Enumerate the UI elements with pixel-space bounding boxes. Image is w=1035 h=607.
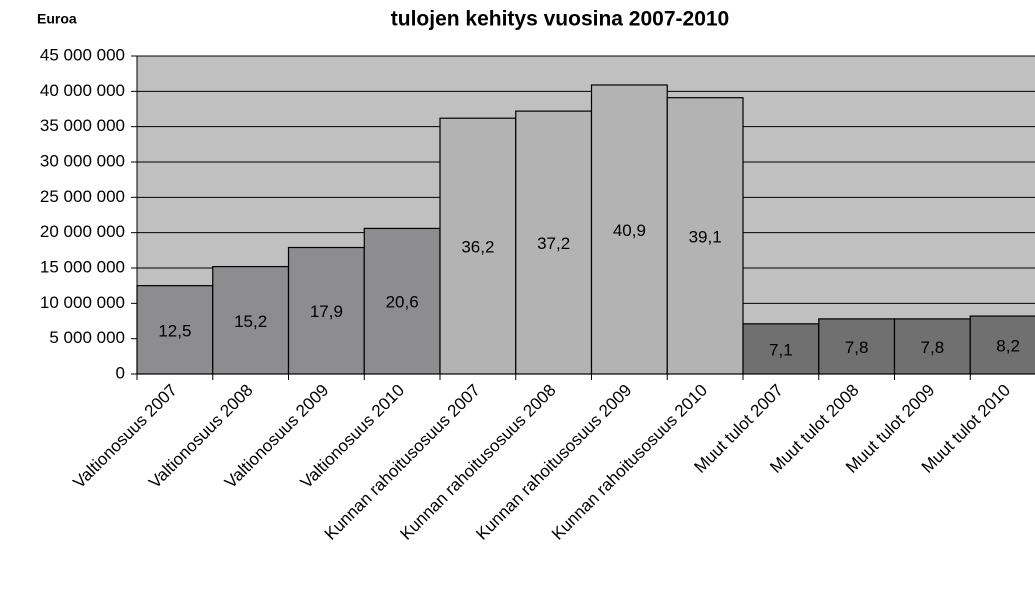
bar bbox=[590, 84, 668, 375]
data-label: 40,9 bbox=[613, 221, 646, 240]
data-label: 20,6 bbox=[386, 293, 419, 312]
bar bbox=[742, 323, 820, 375]
bar bbox=[212, 265, 290, 375]
data-label: 7,8 bbox=[845, 338, 869, 357]
bar bbox=[893, 318, 971, 375]
data-label: 8,2 bbox=[996, 337, 1020, 356]
bar bbox=[287, 246, 365, 375]
y-tick-label: 35 000 000 bbox=[40, 116, 125, 135]
x-tick-label: Kunnan rahoitusosuus 2010 bbox=[548, 381, 711, 544]
y-tick-label: 20 000 000 bbox=[40, 222, 125, 241]
data-label: 37,2 bbox=[537, 234, 570, 253]
x-tick-label: Kunnan rahoitusosuus 2007 bbox=[321, 381, 484, 544]
y-axis-label: Euroa bbox=[37, 11, 77, 27]
bar bbox=[439, 117, 517, 375]
y-tick-label: 30 000 000 bbox=[40, 151, 125, 170]
bar bbox=[969, 315, 1035, 375]
y-tick-label: 5 000 000 bbox=[49, 328, 125, 347]
data-label: 7,8 bbox=[921, 338, 945, 357]
data-label: 12,5 bbox=[158, 321, 191, 340]
data-label: 17,9 bbox=[310, 302, 343, 321]
y-tick-label: 25 000 000 bbox=[40, 187, 125, 206]
y-tick-label: 10 000 000 bbox=[40, 293, 125, 312]
y-tick-label: 0 bbox=[116, 363, 125, 382]
y-tick-label: 40 000 000 bbox=[40, 81, 125, 100]
x-tick-label: Kunnan rahoitusosuus 2008 bbox=[396, 381, 559, 544]
data-label: 7,1 bbox=[769, 340, 793, 359]
data-label: 36,2 bbox=[461, 238, 494, 257]
bar bbox=[818, 318, 896, 375]
y-tick-label: 15 000 000 bbox=[40, 257, 125, 276]
bar bbox=[666, 97, 744, 375]
x-tick-label: Kunnan rahoitusosuus 2009 bbox=[472, 381, 635, 544]
chart-title: tulojen kehitys vuosina 2007-2010 bbox=[391, 8, 729, 31]
y-tick-label: 45 000 000 bbox=[40, 45, 125, 64]
data-label: 15,2 bbox=[234, 312, 267, 331]
bar bbox=[515, 110, 593, 375]
bar bbox=[363, 227, 441, 375]
data-label: 39,1 bbox=[689, 227, 722, 246]
